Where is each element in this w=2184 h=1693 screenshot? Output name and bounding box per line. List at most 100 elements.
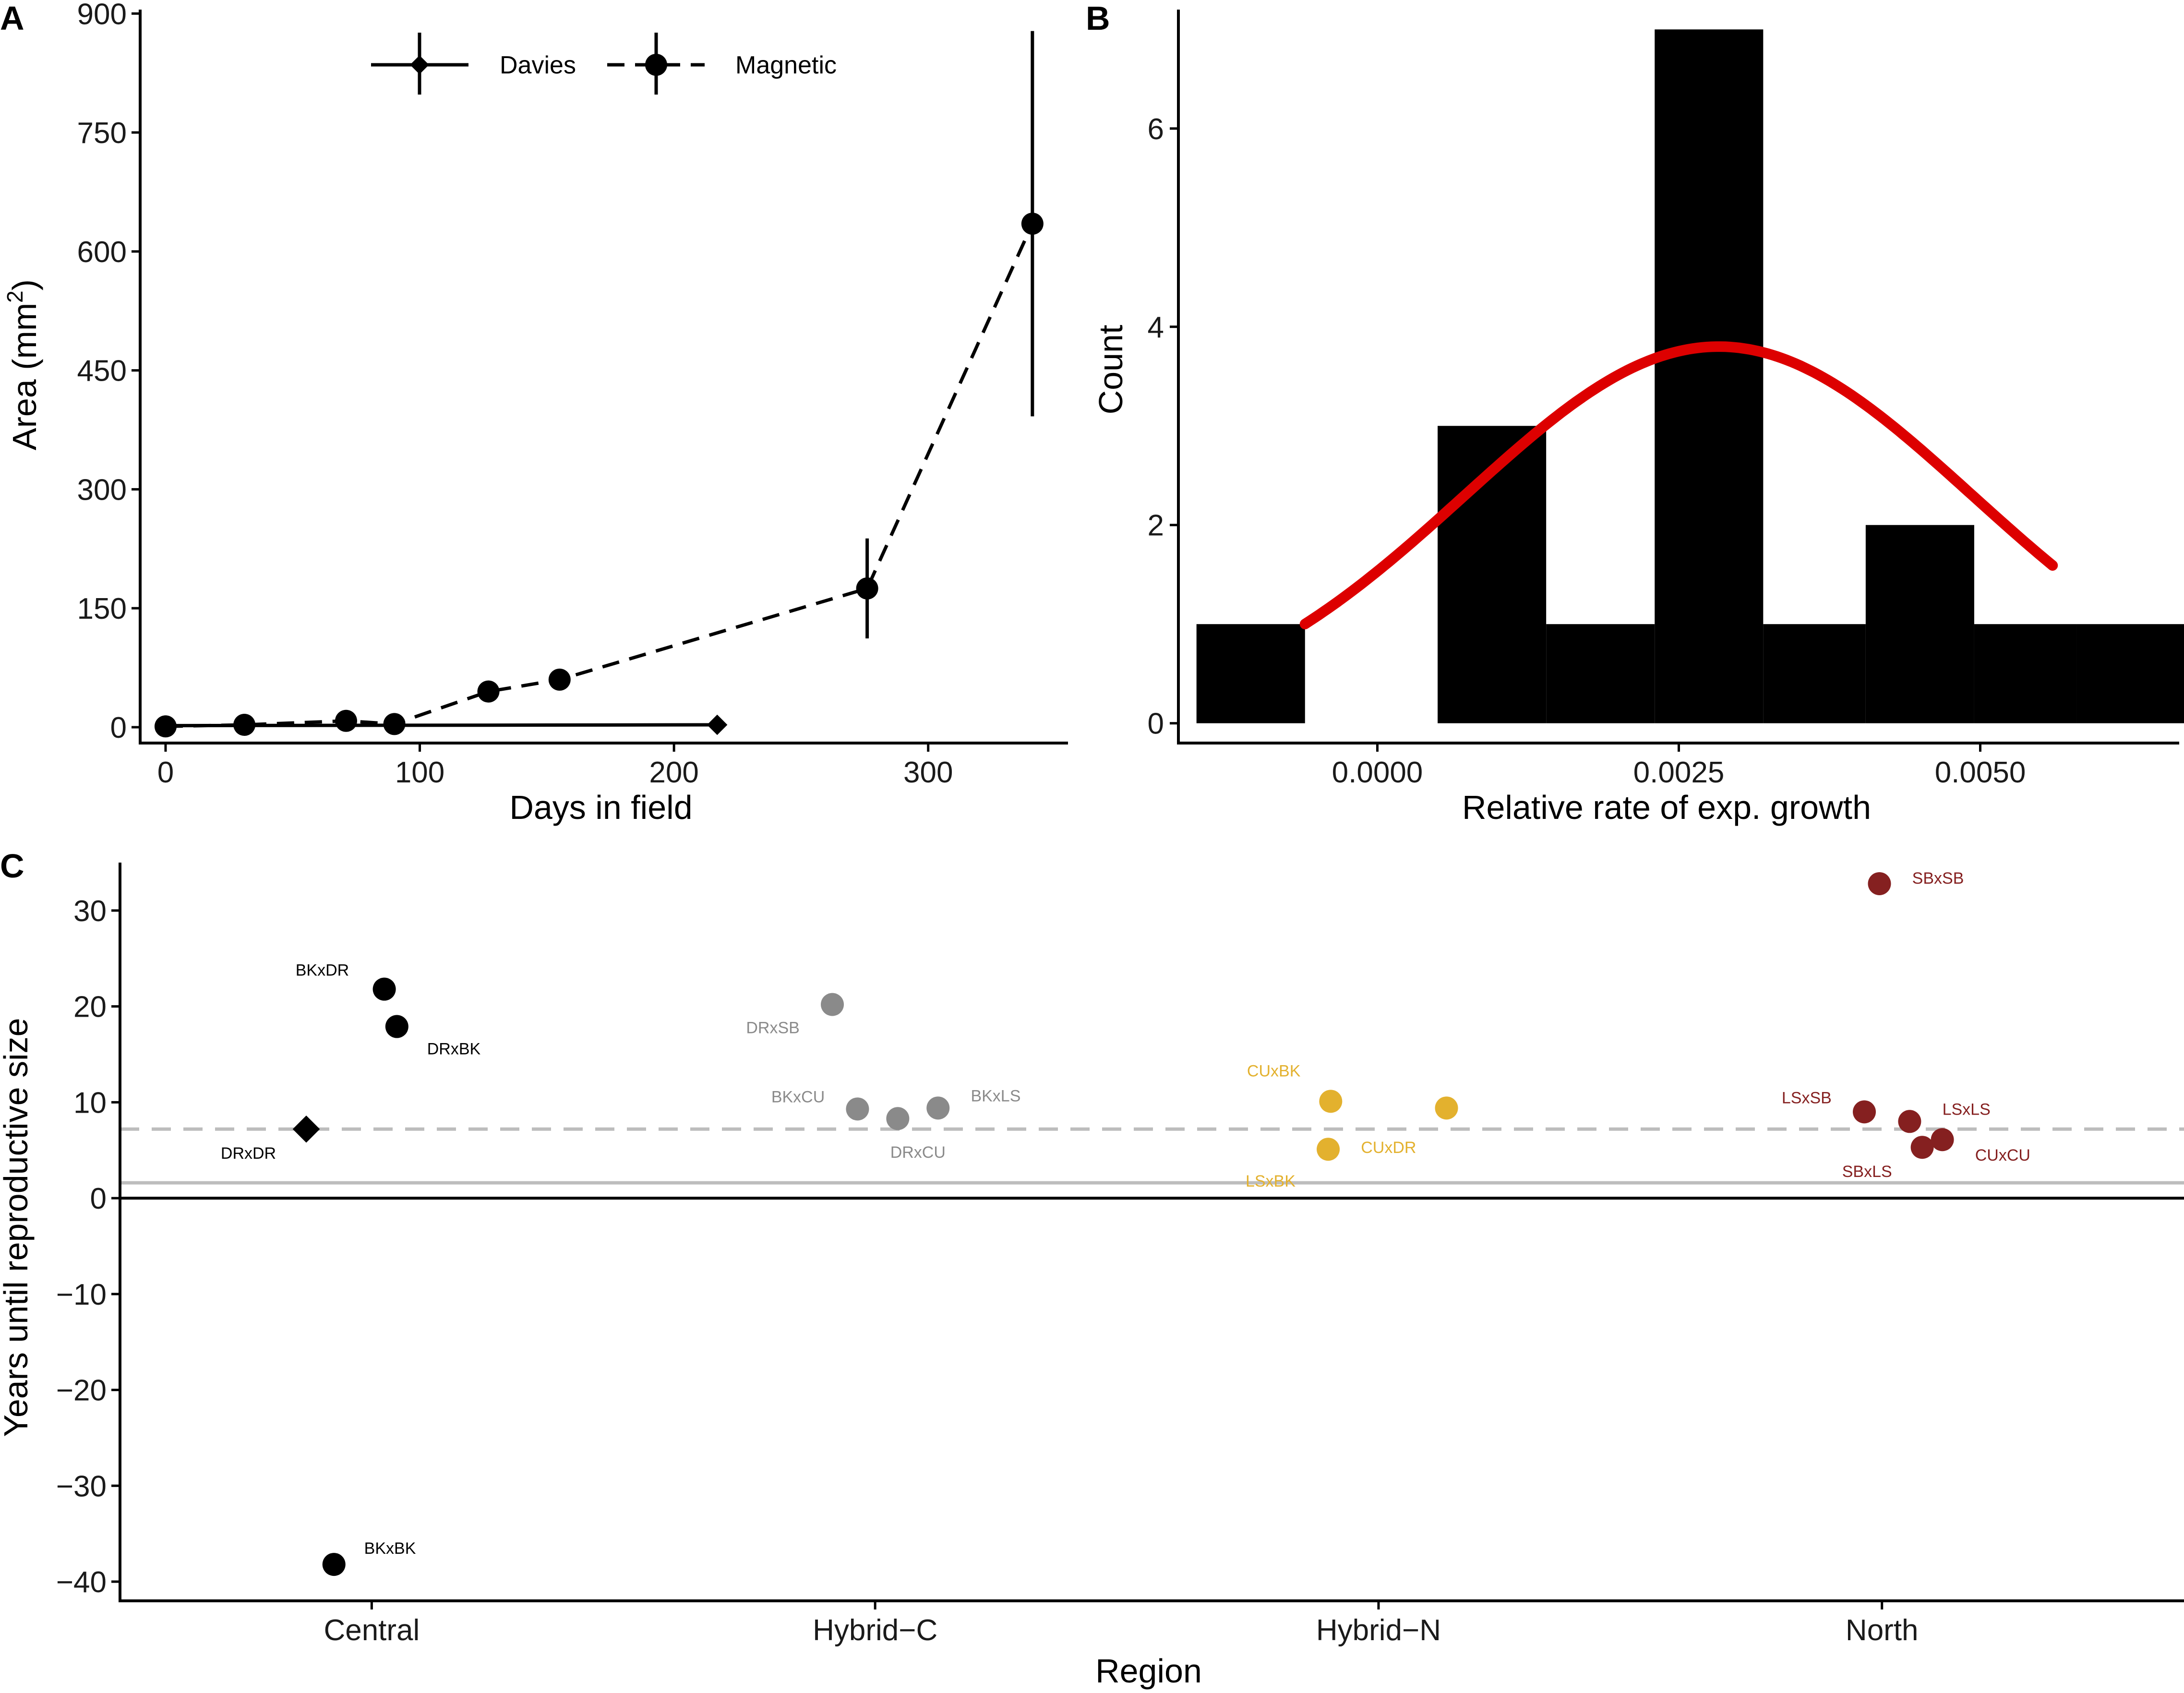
panel-c-point-label-bkxbk: BKxBK — [364, 1539, 416, 1558]
legend-magnetic-circle — [645, 54, 667, 76]
panel-a-ytick-label-0: 0 — [110, 711, 127, 744]
panel-b-x-title: Relative rate of exp. growth — [1462, 789, 1871, 826]
panel-a-point-magnetic-7 — [1021, 213, 1044, 235]
panel-c-axes: −40 −30 −20 −10 0 10 20 30 Central Hybrid−C Hybri… — [56, 863, 2184, 1647]
panel-c-point-bkxbk — [322, 1553, 346, 1576]
panel-a-x-title: Days in field — [509, 789, 692, 826]
panel-b-xtick-label-2: 0.0050 — [1935, 756, 2026, 789]
panel-c-point-unlabeled-9 — [1435, 1096, 1458, 1120]
panel-a-point-magnetic-0 — [154, 715, 177, 738]
panel-c-point-label-cuxcu: CUxCU — [1975, 1146, 2030, 1165]
panel-c-point-label-lsxbk: LSxBK — [1246, 1172, 1296, 1190]
panel-c-reference-lines — [120, 1127, 2184, 1200]
legend-davies-label: Davies — [500, 51, 576, 79]
panel-c-ytick-label-0: −40 — [56, 1566, 107, 1599]
panel-c-point-drxcu — [886, 1107, 910, 1130]
panel-c-y-title: Years until reproductive size — [0, 1018, 35, 1437]
panel-a-xtick-label-300: 300 — [903, 756, 953, 789]
panel-c-ytick-label-5: 10 — [73, 1086, 107, 1119]
panel-a-point-magnetic-6 — [856, 577, 878, 600]
panel-a-y-ticks: 0 150 300 450 600 750 900 — [77, 0, 140, 744]
panel-b-bar-8 — [2076, 624, 2184, 723]
panel-c-x-title: Region — [1095, 1652, 1202, 1690]
panel-c-ytick-label-1: −30 — [56, 1470, 107, 1503]
panel-b-axes: 0 2 4 6 0.0000 0.0025 0.0050 — [1148, 10, 2179, 789]
panel-c-point-cuxcu — [1931, 1128, 1954, 1152]
panel-a-xtick-label-100: 100 — [395, 756, 444, 789]
panel-c-point-label-lsxls: LSxLS — [1943, 1100, 1991, 1118]
panel-a-xtick-label-200: 200 — [649, 756, 698, 789]
panel-b-ytick-label-0: 0 — [1148, 708, 1164, 741]
panel-b-ytick-label-4: 4 — [1148, 311, 1164, 344]
panel-a-ytick-label-150: 150 — [77, 592, 127, 625]
panel-b-bar-7 — [1974, 624, 2077, 723]
panel-a-point-davies-1 — [707, 714, 728, 735]
panel-c-point-sbxls — [1910, 1136, 1934, 1159]
panel-c-y-ticks: −40 −30 −20 −10 0 10 20 30 — [56, 895, 120, 1599]
panel-a-ytick-label-450: 450 — [77, 355, 127, 388]
panel-c-point-label-bkxdr: BKxDR — [296, 961, 349, 980]
panel-c-point-cuxbk — [1319, 1090, 1343, 1113]
panel-c-point-lsxsb — [1853, 1100, 1876, 1124]
panel-c-ytick-label-2: −20 — [56, 1374, 107, 1407]
panel-c-point-label-drxsb: DRxSB — [746, 1019, 799, 1037]
panel-b-bar-3 — [1546, 624, 1655, 723]
panel-c-ytick-label-7: 30 — [73, 895, 107, 928]
panel-c-point-label-drxcu: DRxCU — [890, 1143, 946, 1162]
panel-a-legend: Davies Magnetic — [371, 33, 837, 95]
panel-c-xtick-label-hybrid-n: Hybrid−N — [1316, 1614, 1441, 1647]
panel-b-histogram: 0 2 4 6 0.0000 0.0025 0.0050 Relative rate of… — [1092, 10, 2184, 826]
panel-c-point-drxsb — [821, 993, 844, 1016]
panel-b-xtick-label-0: 0.0000 — [1332, 756, 1423, 789]
panel-a-ytick-label-750: 750 — [77, 117, 127, 150]
panel-c-point-label-bkxcu: BKxCU — [771, 1088, 825, 1106]
panel-a-ytick-label-300: 300 — [77, 473, 127, 506]
panel-a-line-magnetic — [165, 223, 1034, 728]
panel-b-bars — [1196, 29, 2184, 723]
legend-magnetic-label: Magnetic — [735, 51, 837, 79]
panel-c-ytick-label-4: 0 — [90, 1182, 107, 1215]
panel-c-point-lsxls — [1898, 1110, 1921, 1133]
panel-c-xtick-label-central: Central — [324, 1614, 420, 1647]
panel-b-label: B — [1086, 0, 1110, 37]
panel-c-point-label-lsxsb: LSxSB — [1782, 1089, 1832, 1107]
panel-c-point-label-cuxbk: CUxBK — [1247, 1062, 1301, 1080]
panel-a-point-magnetic-3 — [383, 713, 406, 735]
panel-b-y-title: Count — [1092, 325, 1129, 415]
panel-c-point-labels: BKxDR DRxBK DRxDR BKxBK DRxSB BKxCU DRxCU BKxLS… — [221, 869, 2030, 1558]
panel-a-y-title-superscript: 2 — [2, 290, 27, 303]
panel-b-bar-0 — [1196, 624, 1305, 723]
panel-c-point-bkxcu — [846, 1097, 869, 1121]
panel-a-axes: 0 150 300 450 600 750 900 0 100 200 300 — [77, 0, 1068, 789]
panel-a-series-lines — [165, 223, 1034, 728]
panel-c-point-cuxdr — [1317, 1138, 1340, 1161]
panel-b-y-ticks: 0 2 4 6 — [1148, 113, 1178, 741]
panel-a-x-ticks: 0 100 200 300 — [157, 743, 953, 789]
panel-c-point-label-drxdr: DRxDR — [221, 1144, 276, 1163]
panel-a-point-magnetic-4 — [477, 680, 500, 703]
panel-a-point-magnetic-2 — [335, 709, 357, 732]
panel-a-ytick-label-900: 900 — [77, 0, 127, 31]
legend-davies-diamond — [410, 55, 429, 74]
panel-a-y-title-main: Area (mm — [6, 303, 43, 450]
panel-b-ytick-label-6: 6 — [1148, 113, 1164, 146]
panel-a-point-magnetic-5 — [548, 668, 571, 691]
panel-b-bar-4 — [1655, 29, 1764, 723]
panel-a-line-chart: 0 150 300 450 600 750 900 0 100 200 300 Days in f… — [2, 0, 1068, 826]
panel-c-point-bkxls — [926, 1096, 950, 1120]
panel-c-scatter-chart: BKxDR DRxBK DRxDR BKxBK DRxSB BKxCU DRxCU BKxLS… — [0, 863, 2184, 1690]
panel-a-xtick-label-0: 0 — [157, 756, 174, 789]
panel-c-x-ticks: Central Hybrid−C Hybrid−N North — [324, 1601, 1919, 1647]
panel-c-point-drxdr — [292, 1115, 320, 1143]
panel-c-label: C — [0, 847, 24, 885]
panel-a-point-magnetic-1 — [233, 714, 256, 736]
panel-b-bar-6 — [1865, 525, 1974, 723]
panel-b-normal-curve — [1299, 341, 2058, 629]
panel-c-point-bkxdr — [372, 977, 396, 1001]
panel-a-label: A — [0, 0, 24, 37]
panel-a-ytick-label-600: 600 — [77, 236, 127, 269]
panel-c-point-sbxsb — [1868, 872, 1891, 895]
panel-c-point-drxbk — [385, 1015, 408, 1038]
